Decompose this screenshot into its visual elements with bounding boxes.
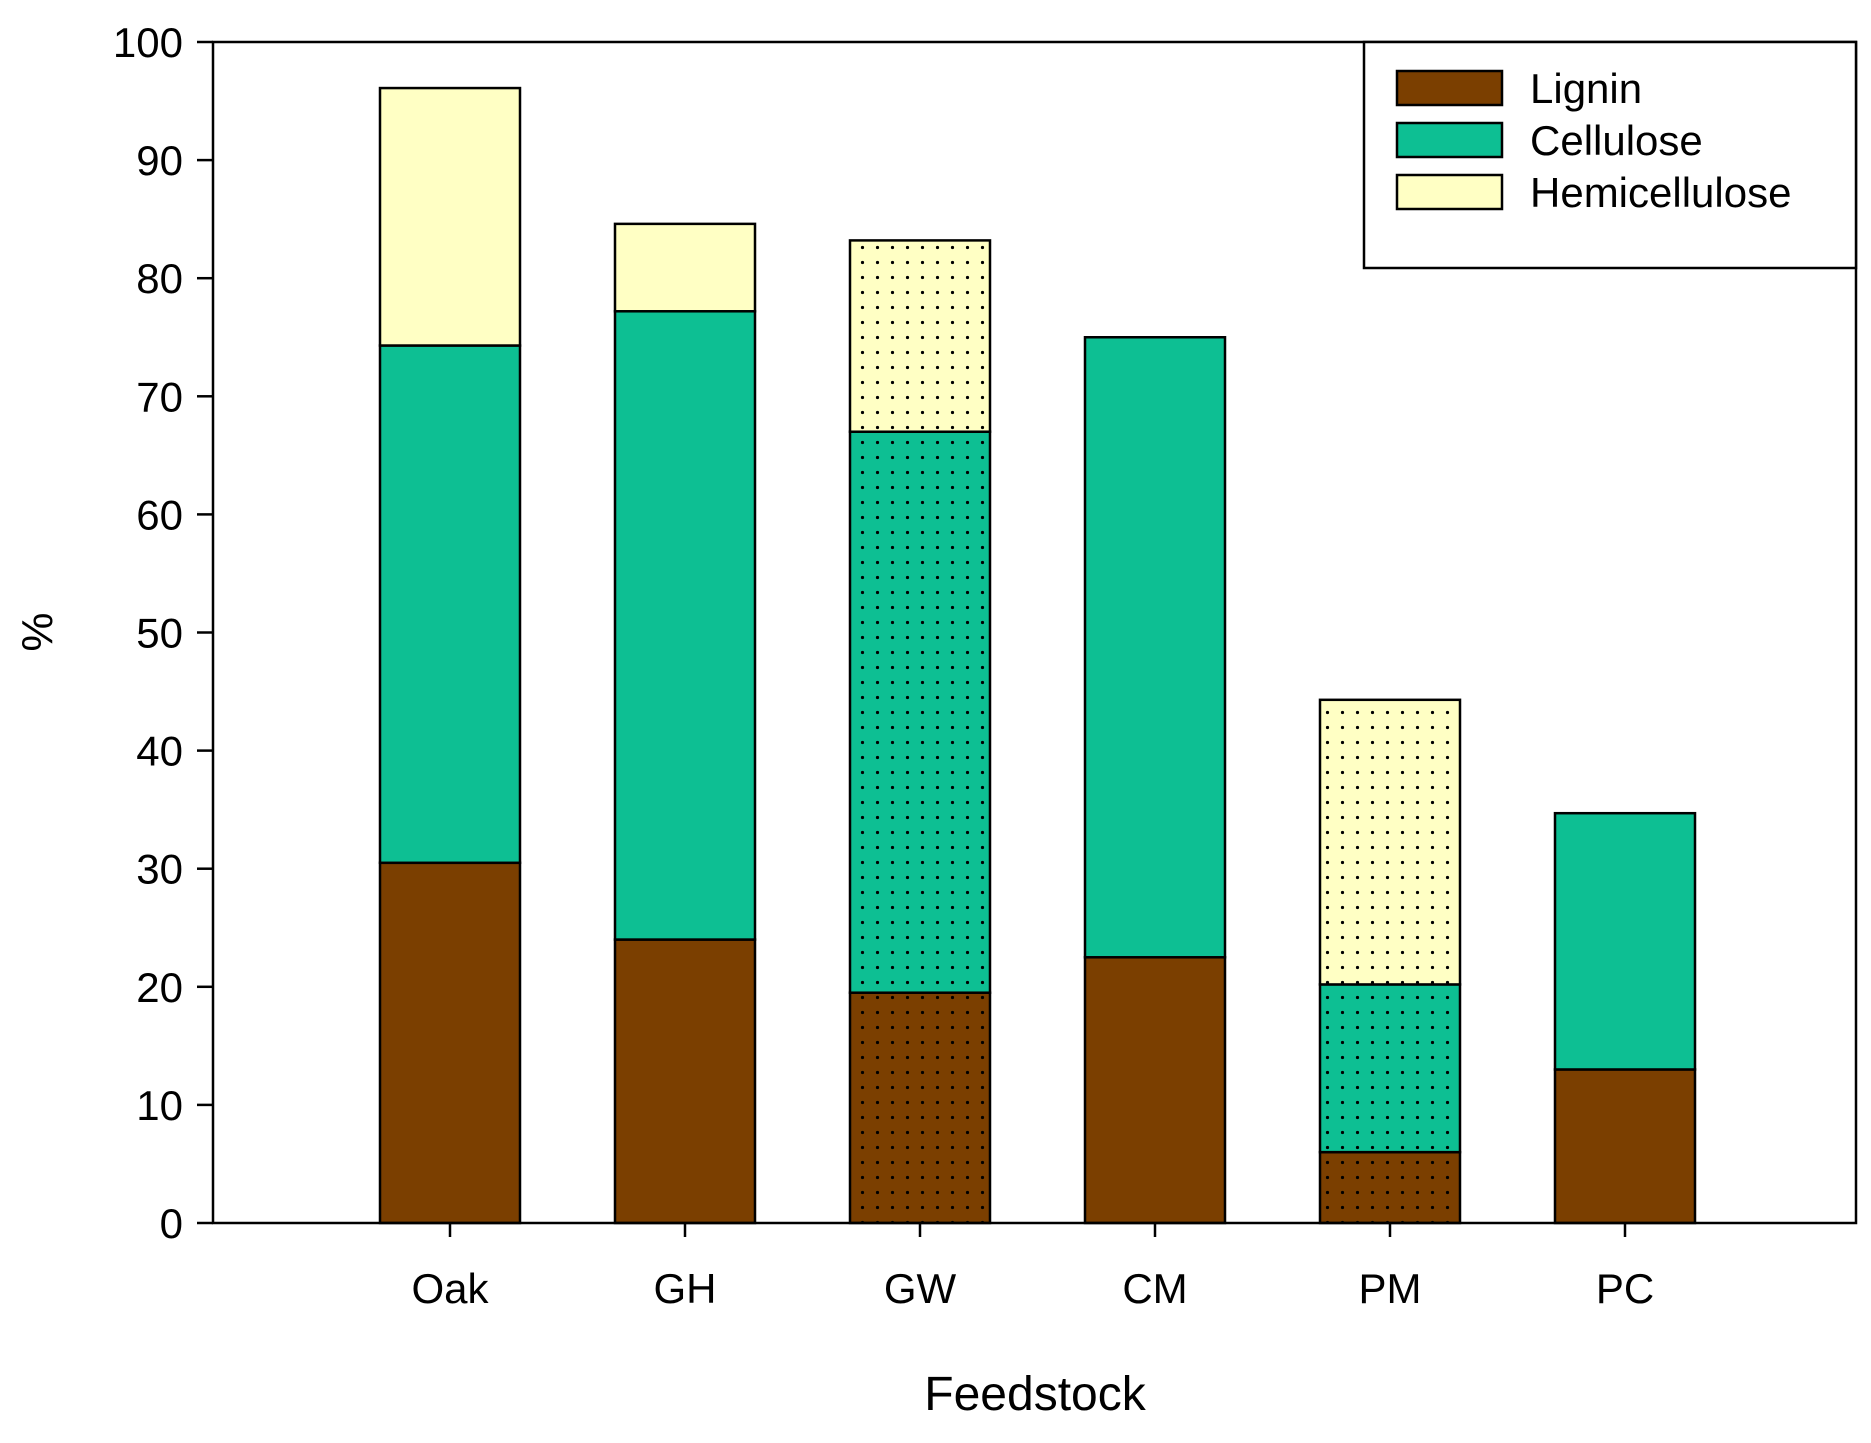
x-tick-label-pc: PC (1596, 1265, 1654, 1312)
bar-cm-cellulose (1083, 336, 1227, 959)
bar-gh-cellulose (613, 310, 757, 941)
bar-pattern-gw-hemicellulose (850, 240, 990, 432)
x-tick-label-oak: Oak (411, 1265, 489, 1312)
y-tick-label: 40 (136, 728, 183, 775)
x-tick-label-pm: PM (1359, 1265, 1422, 1312)
legend-label-cellulose: Cellulose (1530, 117, 1703, 164)
bar-oak-lignin (378, 861, 522, 1225)
y-tick-label: 50 (136, 610, 183, 657)
bar-pattern-pm-lignin (1320, 1152, 1460, 1223)
bar-pattern-pm-hemicellulose (1320, 699, 1460, 985)
y-tick-label: 90 (136, 137, 183, 184)
x-tick-label-gw: GW (884, 1265, 957, 1312)
bar-gh-hemicellulose (613, 222, 757, 313)
y-tick-label: 80 (136, 255, 183, 302)
legend-swatch-lignin (1395, 69, 1504, 107)
bar-pattern-pm-cellulose (1320, 984, 1460, 1153)
y-tick-label: 30 (136, 846, 183, 893)
y-tick-label: 10 (136, 1082, 183, 1129)
x-tick-label-gh: GH (654, 1265, 717, 1312)
bar-pc-lignin (1553, 1068, 1697, 1225)
bar-oak-hemicellulose (378, 86, 522, 347)
x-axis-title: Feedstock (924, 1368, 1146, 1421)
y-tick-label: 60 (136, 491, 183, 538)
bar-gh-lignin (613, 938, 757, 1225)
bars (378, 86, 1697, 1225)
bar-pattern-gw-cellulose (850, 431, 990, 993)
legend: Lignin Cellulose Hemicellulose (1362, 40, 1858, 270)
x-tick-label-cm: CM (1122, 1265, 1187, 1312)
y-tick-label: 100 (113, 19, 183, 66)
y-axis-title: % (13, 612, 62, 651)
bar-cm-lignin (1083, 956, 1227, 1225)
legend-swatch-cellulose (1395, 121, 1504, 159)
y-tick-label: 0 (160, 1200, 183, 1247)
x-axis: Oak GH GW CM PM PC (411, 1223, 1654, 1312)
legend-label-hemicellulose: Hemicellulose (1530, 169, 1791, 216)
y-tick-label: 70 (136, 373, 183, 420)
bar-pc-cellulose (1553, 811, 1697, 1071)
y-axis: 0 10 20 30 40 50 60 70 80 90 100 (113, 19, 213, 1247)
legend-label-lignin: Lignin (1530, 65, 1642, 112)
y-tick-label: 20 (136, 964, 183, 1011)
plot-frame (211, 40, 1858, 1225)
legend-swatch-hemicellulose (1395, 173, 1504, 211)
bar-pattern-gw-lignin (850, 992, 990, 1223)
bar-oak-cellulose (378, 344, 522, 865)
